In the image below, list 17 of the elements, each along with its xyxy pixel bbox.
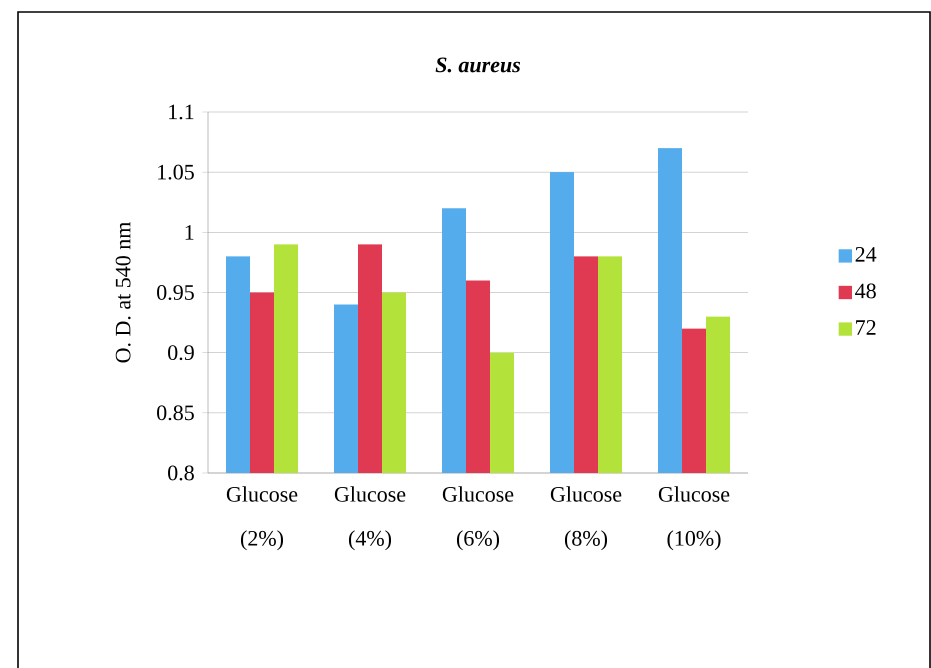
legend-label: 24 <box>856 246 876 262</box>
y-tick-label: 0.9 <box>168 345 194 360</box>
legend-label: 72 <box>856 320 876 335</box>
y-tick-label: 1.1 <box>169 104 194 120</box>
category-label: Glucose (8%) <box>550 486 622 550</box>
category-label: Glucose (4%) <box>334 486 406 550</box>
y-tick-label: 1 <box>186 225 194 240</box>
y-tick-label: 0.85 <box>157 405 194 420</box>
legend-label: 48 <box>855 284 876 298</box>
category-label: Glucose (6%) <box>442 486 514 550</box>
y-tick-label: 0.95 <box>157 285 194 300</box>
chart-title: S. aureus <box>436 58 520 72</box>
y-tick-label: 1.05 <box>158 164 194 180</box>
category-label: Glucose (2%) <box>226 486 298 550</box>
y-axis-title: O. D. at 540 nm <box>116 222 131 362</box>
category-label: Glucose (10%) <box>658 486 730 550</box>
y-tick-label: 0.8 <box>168 466 194 480</box>
